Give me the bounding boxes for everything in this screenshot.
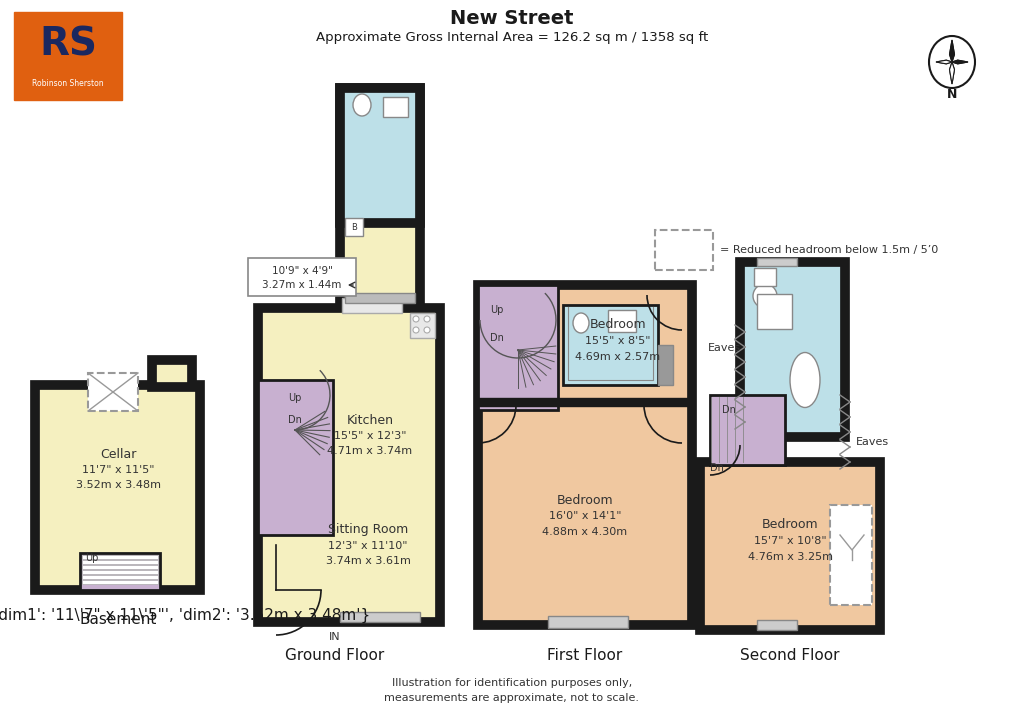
Text: Dn: Dn xyxy=(722,405,736,415)
Text: Bedroom: Bedroom xyxy=(590,319,646,332)
Text: Basement: Basement xyxy=(79,612,157,628)
Text: 10'9" x 4'9": 10'9" x 4'9" xyxy=(271,266,333,276)
Bar xyxy=(754,268,776,286)
Text: Dn: Dn xyxy=(288,415,302,425)
Bar xyxy=(478,285,692,625)
Polygon shape xyxy=(936,60,952,64)
Polygon shape xyxy=(952,60,968,64)
Text: RS: RS xyxy=(39,26,97,64)
Bar xyxy=(80,553,160,590)
Bar xyxy=(563,305,658,385)
Text: measurements are approximate, not to scale.: measurements are approximate, not to sca… xyxy=(384,693,640,703)
Bar xyxy=(340,88,420,223)
Text: 3.52m x 3.48m: 3.52m x 3.48m xyxy=(76,480,161,490)
Text: Dn: Dn xyxy=(490,333,504,343)
Bar xyxy=(700,462,880,630)
Circle shape xyxy=(424,327,430,333)
Text: First Floor: First Floor xyxy=(548,648,623,662)
Bar xyxy=(548,616,628,628)
Text: Sitting Room: Sitting Room xyxy=(328,523,409,536)
Text: Eaves: Eaves xyxy=(708,343,741,353)
Text: 15'7" x 10'8": 15'7" x 10'8" xyxy=(754,536,826,546)
Text: 15'5" x 8'5": 15'5" x 8'5" xyxy=(586,336,650,346)
Circle shape xyxy=(413,316,419,322)
Bar xyxy=(383,97,408,117)
Text: Illustration for identification purposes only,: Illustration for identification purposes… xyxy=(392,678,632,688)
Polygon shape xyxy=(949,40,954,62)
Text: 4.69m x 2.57m: 4.69m x 2.57m xyxy=(575,352,660,362)
Bar xyxy=(82,565,158,569)
Bar xyxy=(410,313,435,338)
Text: Eaves: Eaves xyxy=(856,437,889,447)
Text: Up: Up xyxy=(288,393,301,403)
Bar xyxy=(658,345,673,385)
Ellipse shape xyxy=(790,353,820,408)
Text: 16'0" x 14'1": 16'0" x 14'1" xyxy=(549,511,622,521)
Bar xyxy=(152,360,193,387)
Text: Robinson Sherston: Robinson Sherston xyxy=(32,79,103,87)
Bar xyxy=(258,380,333,535)
Bar xyxy=(88,373,138,411)
Bar xyxy=(340,88,420,308)
Text: Up: Up xyxy=(490,305,504,315)
Text: 4.76m x 3.25m: 4.76m x 3.25m xyxy=(748,552,833,562)
Polygon shape xyxy=(949,62,954,84)
Text: 11'7" x 11'5": 11'7" x 11'5" xyxy=(82,465,155,475)
Bar xyxy=(757,620,797,630)
Text: 4.71m x 3.74m: 4.71m x 3.74m xyxy=(328,446,413,456)
Bar xyxy=(655,230,713,270)
Bar xyxy=(258,308,440,622)
Polygon shape xyxy=(949,62,954,84)
Bar xyxy=(608,310,636,332)
Text: Bedroom: Bedroom xyxy=(557,494,613,507)
Text: B: B xyxy=(351,223,357,231)
Polygon shape xyxy=(949,40,954,62)
Polygon shape xyxy=(936,60,952,64)
Bar xyxy=(345,293,415,303)
Text: = Reduced headroom below 1.5m / 5’0: = Reduced headroom below 1.5m / 5’0 xyxy=(720,245,938,255)
Circle shape xyxy=(424,316,430,322)
Bar xyxy=(82,570,158,574)
Ellipse shape xyxy=(573,313,589,333)
Bar xyxy=(82,560,158,564)
Text: {'label': 'Cellar', 'dim1': '11\'7" x 11\'5"', 'dim2': '3.52m x 3.48m'}: {'label': 'Cellar', 'dim1': '11\'7" x 11… xyxy=(0,607,370,623)
Bar xyxy=(248,258,356,296)
Bar xyxy=(345,218,362,236)
Bar xyxy=(35,385,200,590)
Bar xyxy=(478,285,558,410)
Text: Dn: Dn xyxy=(710,463,724,473)
Bar xyxy=(82,555,158,559)
Circle shape xyxy=(753,284,777,308)
Text: 4.88m x 4.30m: 4.88m x 4.30m xyxy=(543,527,628,537)
Text: Kitchen: Kitchen xyxy=(346,414,393,427)
Bar xyxy=(740,262,845,437)
Ellipse shape xyxy=(353,94,371,116)
Text: New Street: New Street xyxy=(451,9,573,27)
Text: Up: Up xyxy=(85,553,98,563)
Text: 15'5" x 12'3": 15'5" x 12'3" xyxy=(334,431,407,441)
Bar xyxy=(14,12,122,100)
Text: Bedroom: Bedroom xyxy=(762,518,818,531)
Bar xyxy=(82,580,158,584)
Text: Ground Floor: Ground Floor xyxy=(286,648,385,662)
Bar xyxy=(340,612,420,622)
Bar xyxy=(710,395,785,465)
Text: Cellar: Cellar xyxy=(99,448,136,461)
Text: Second Floor: Second Floor xyxy=(740,648,840,662)
Circle shape xyxy=(413,327,419,333)
Bar xyxy=(757,258,797,266)
Polygon shape xyxy=(952,60,968,64)
Bar xyxy=(478,398,692,406)
Text: 3.74m x 3.61m: 3.74m x 3.61m xyxy=(326,556,411,566)
Text: Approximate Gross Internal Area = 126.2 sq m / 1358 sq ft: Approximate Gross Internal Area = 126.2 … xyxy=(315,32,709,45)
Bar xyxy=(757,294,792,329)
Text: IN: IN xyxy=(329,632,341,642)
Text: 12'3" x 11'10": 12'3" x 11'10" xyxy=(329,541,408,551)
Bar xyxy=(830,505,872,605)
Bar xyxy=(82,575,158,579)
Bar xyxy=(342,298,402,313)
Text: N: N xyxy=(947,87,957,100)
Text: 3.27m x 1.44m: 3.27m x 1.44m xyxy=(262,280,342,290)
